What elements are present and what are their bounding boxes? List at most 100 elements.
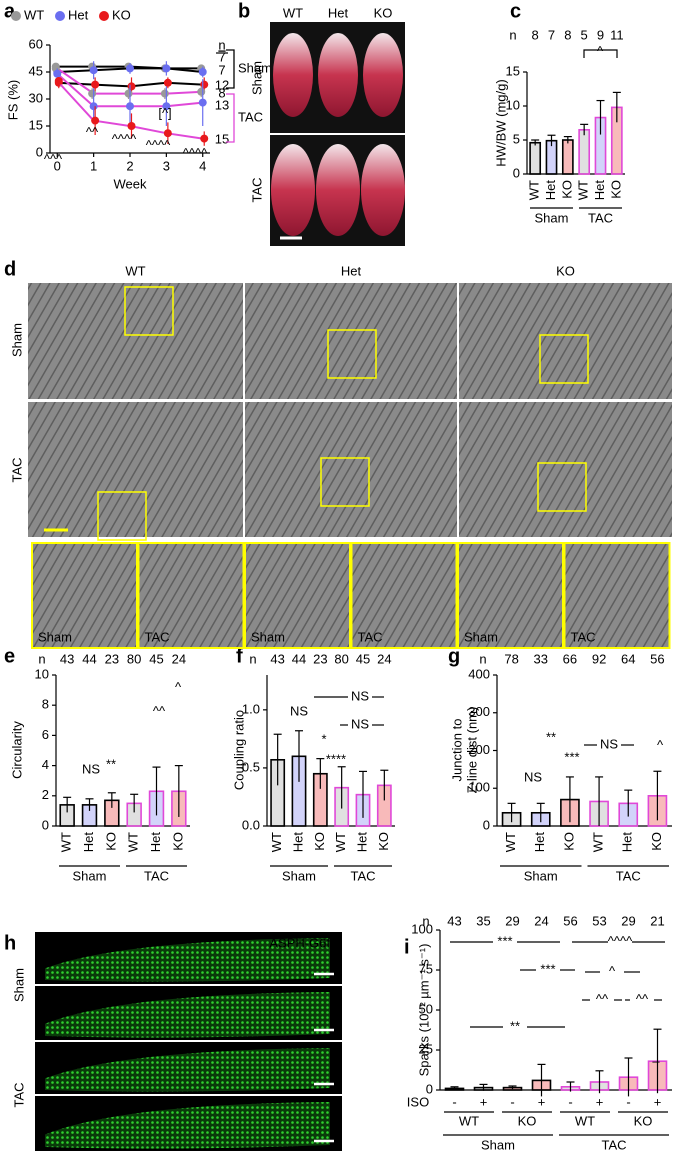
subgroup-label: WT [459,1113,479,1128]
n-label: 24 [534,913,548,928]
x-tick-label: WT [59,832,74,852]
data-point [88,89,97,98]
n-label: 92 [592,651,606,666]
n-label: 45 [356,651,370,666]
n-label: 9 [597,27,604,42]
inset-micrograph [137,542,245,649]
n-label: 7 [548,27,555,42]
panel-letter: f [236,645,243,667]
y-tick-label: 2 [42,787,49,802]
roi-box [539,334,589,384]
n-label: 56 [650,651,664,666]
group-label: Sham [73,868,107,883]
legend-label: WT [24,7,44,22]
n-label: 33 [534,651,548,666]
x-tick-label: Het [290,832,305,853]
y-tick-label: 10 [506,97,520,112]
x-tick-label: KO [376,832,391,851]
n-header: n [38,651,45,666]
panel-letter: c [510,0,521,22]
y-tick-label: 5 [513,131,520,146]
n-header: n [218,37,225,52]
x-tick-label: + [538,1094,546,1109]
y-axis-label: HW/BW (mg/g) [493,79,508,166]
row-label: TAC [11,1082,26,1107]
group-label: TAC [616,868,641,883]
annotation: **** [326,751,346,766]
x-tick-label: KO [103,832,118,851]
y-tick-label: 6 [42,727,49,742]
annotation: ^^ [636,991,649,1006]
heart-image [271,144,315,236]
group-label: Sham [238,60,272,75]
cell-label: KO [41,987,61,1002]
n-label: 53 [592,913,606,928]
x-tick-label: WT [503,832,518,852]
column-label: WT [283,5,303,20]
y-tick-label: 0 [483,817,490,832]
data-point [53,69,62,78]
annotation: ^ [657,737,664,752]
x-tick-label: Het [543,180,558,201]
n-label: 35 [476,913,490,928]
n-label: 21 [650,913,664,928]
panel-letter: h [4,932,16,954]
inset-micrograph [457,542,564,649]
x-tick-label: Het [354,832,369,853]
data-point [163,78,172,87]
y-tick-label: 1.0 [242,701,260,716]
annotation: *** [497,933,512,948]
group-label: TAC [350,868,375,883]
legend-marker [99,11,109,21]
y-axis-label: Sparks (10⁻² µm⁻¹ s⁻¹) [416,944,431,1077]
group-label: TAC [588,210,613,225]
annotation: ^^^^ [183,145,208,160]
y-tick-label: 400 [468,666,490,681]
x-tick-label: 0 [54,158,61,173]
y-tick-label: 0 [513,165,520,180]
n-label: 23 [105,651,119,666]
inset-label: TAC [571,629,596,644]
n-label: 64 [621,651,635,666]
y-tick-label: 25 [419,1041,433,1056]
inset-label: Sham [251,629,285,644]
roi-box [320,457,370,507]
data-point [160,89,169,98]
y-tick-label: 0.5 [242,759,260,774]
y-tick-label: 8 [42,697,49,712]
n-label: 8 [218,85,225,100]
x-tick-label: + [596,1094,604,1109]
micrograph [28,402,243,537]
bracket [583,49,618,58]
row-label: Sham [9,323,24,357]
row-label: TAC [249,177,264,202]
annotation: NS [290,703,308,718]
annotation: NS [600,736,618,751]
n-header: n [509,27,516,42]
n-header: n [422,913,429,928]
roi-box [327,329,377,379]
cell-image [45,1048,330,1092]
x-tick-label: WT [576,180,591,200]
legend-marker [55,11,65,21]
n-label: 29 [505,913,519,928]
y-axis-label: Coupling ratio [231,710,246,790]
y-tick-label: 75 [419,961,433,976]
n-label: 8 [564,27,571,42]
panel-letter: d [4,258,16,280]
group-label: Sham [481,1137,515,1152]
y-tick-label: 45 [29,63,43,78]
inset-label: TAC [145,629,170,644]
n-label: 23 [313,651,327,666]
x-tick-label: Het [620,832,635,853]
n-label: 44 [82,651,96,666]
inset-micrograph [563,542,671,649]
annotation: [^] [158,105,171,120]
y-axis-label: Z-line dist (nm) [464,707,479,794]
n-label: 45 [149,651,163,666]
y-axis-label: Junction to [449,719,464,782]
bar [561,139,574,175]
annotation: ^^^ [44,151,63,166]
subgroup-label: WT [575,1113,595,1128]
n-label: 7 [218,49,225,64]
